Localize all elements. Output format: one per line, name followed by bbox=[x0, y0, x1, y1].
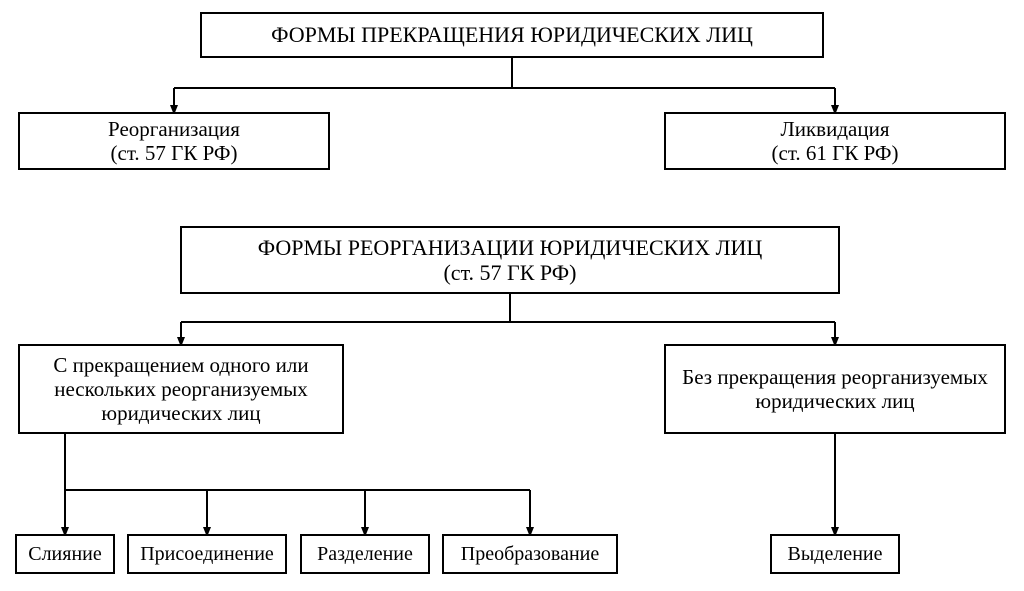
node-n9: Разделение bbox=[300, 534, 430, 574]
node-n8: Присоединение bbox=[127, 534, 287, 574]
node-n3: Ликвидация(ст. 61 ГК РФ) bbox=[664, 112, 1006, 170]
node-label: Ликвидация(ст. 61 ГК РФ) bbox=[674, 117, 996, 165]
node-n1: ФОРМЫ ПРЕКРАЩЕНИЯ ЮРИДИЧЕСКИХ ЛИЦ bbox=[200, 12, 824, 58]
node-label: Слияние bbox=[25, 543, 105, 566]
diagram-canvas: ФОРМЫ ПРЕКРАЩЕНИЯ ЮРИДИЧЕСКИХ ЛИЦ Реорган… bbox=[0, 0, 1024, 591]
node-n11: Выделение bbox=[770, 534, 900, 574]
node-label: Присоединение bbox=[137, 543, 277, 566]
node-label: Выделение bbox=[780, 543, 890, 566]
edges-layer bbox=[0, 0, 1024, 591]
node-label: ФОРМЫ ПРЕКРАЩЕНИЯ ЮРИДИЧЕСКИХ ЛИЦ bbox=[210, 22, 814, 47]
node-label: Преобразование bbox=[452, 543, 608, 566]
node-n10: Преобразование bbox=[442, 534, 618, 574]
node-n6: Без прекращения реорганизуемых юридическ… bbox=[664, 344, 1006, 434]
node-label: С прекращением одного или нескольких рео… bbox=[28, 353, 334, 425]
node-n2: Реорганизация(ст. 57 ГК РФ) bbox=[18, 112, 330, 170]
node-label: ФОРМЫ РЕОРГАНИЗАЦИИ ЮРИДИЧЕСКИХ ЛИЦ(ст. … bbox=[190, 235, 830, 286]
node-n4: ФОРМЫ РЕОРГАНИЗАЦИИ ЮРИДИЧЕСКИХ ЛИЦ(ст. … bbox=[180, 226, 840, 294]
node-n7: Слияние bbox=[15, 534, 115, 574]
node-label: Реорганизация(ст. 57 ГК РФ) bbox=[28, 117, 320, 165]
node-label: Разделение bbox=[310, 543, 420, 566]
node-n5: С прекращением одного или нескольких рео… bbox=[18, 344, 344, 434]
node-label: Без прекращения реорганизуемых юридическ… bbox=[674, 365, 996, 413]
